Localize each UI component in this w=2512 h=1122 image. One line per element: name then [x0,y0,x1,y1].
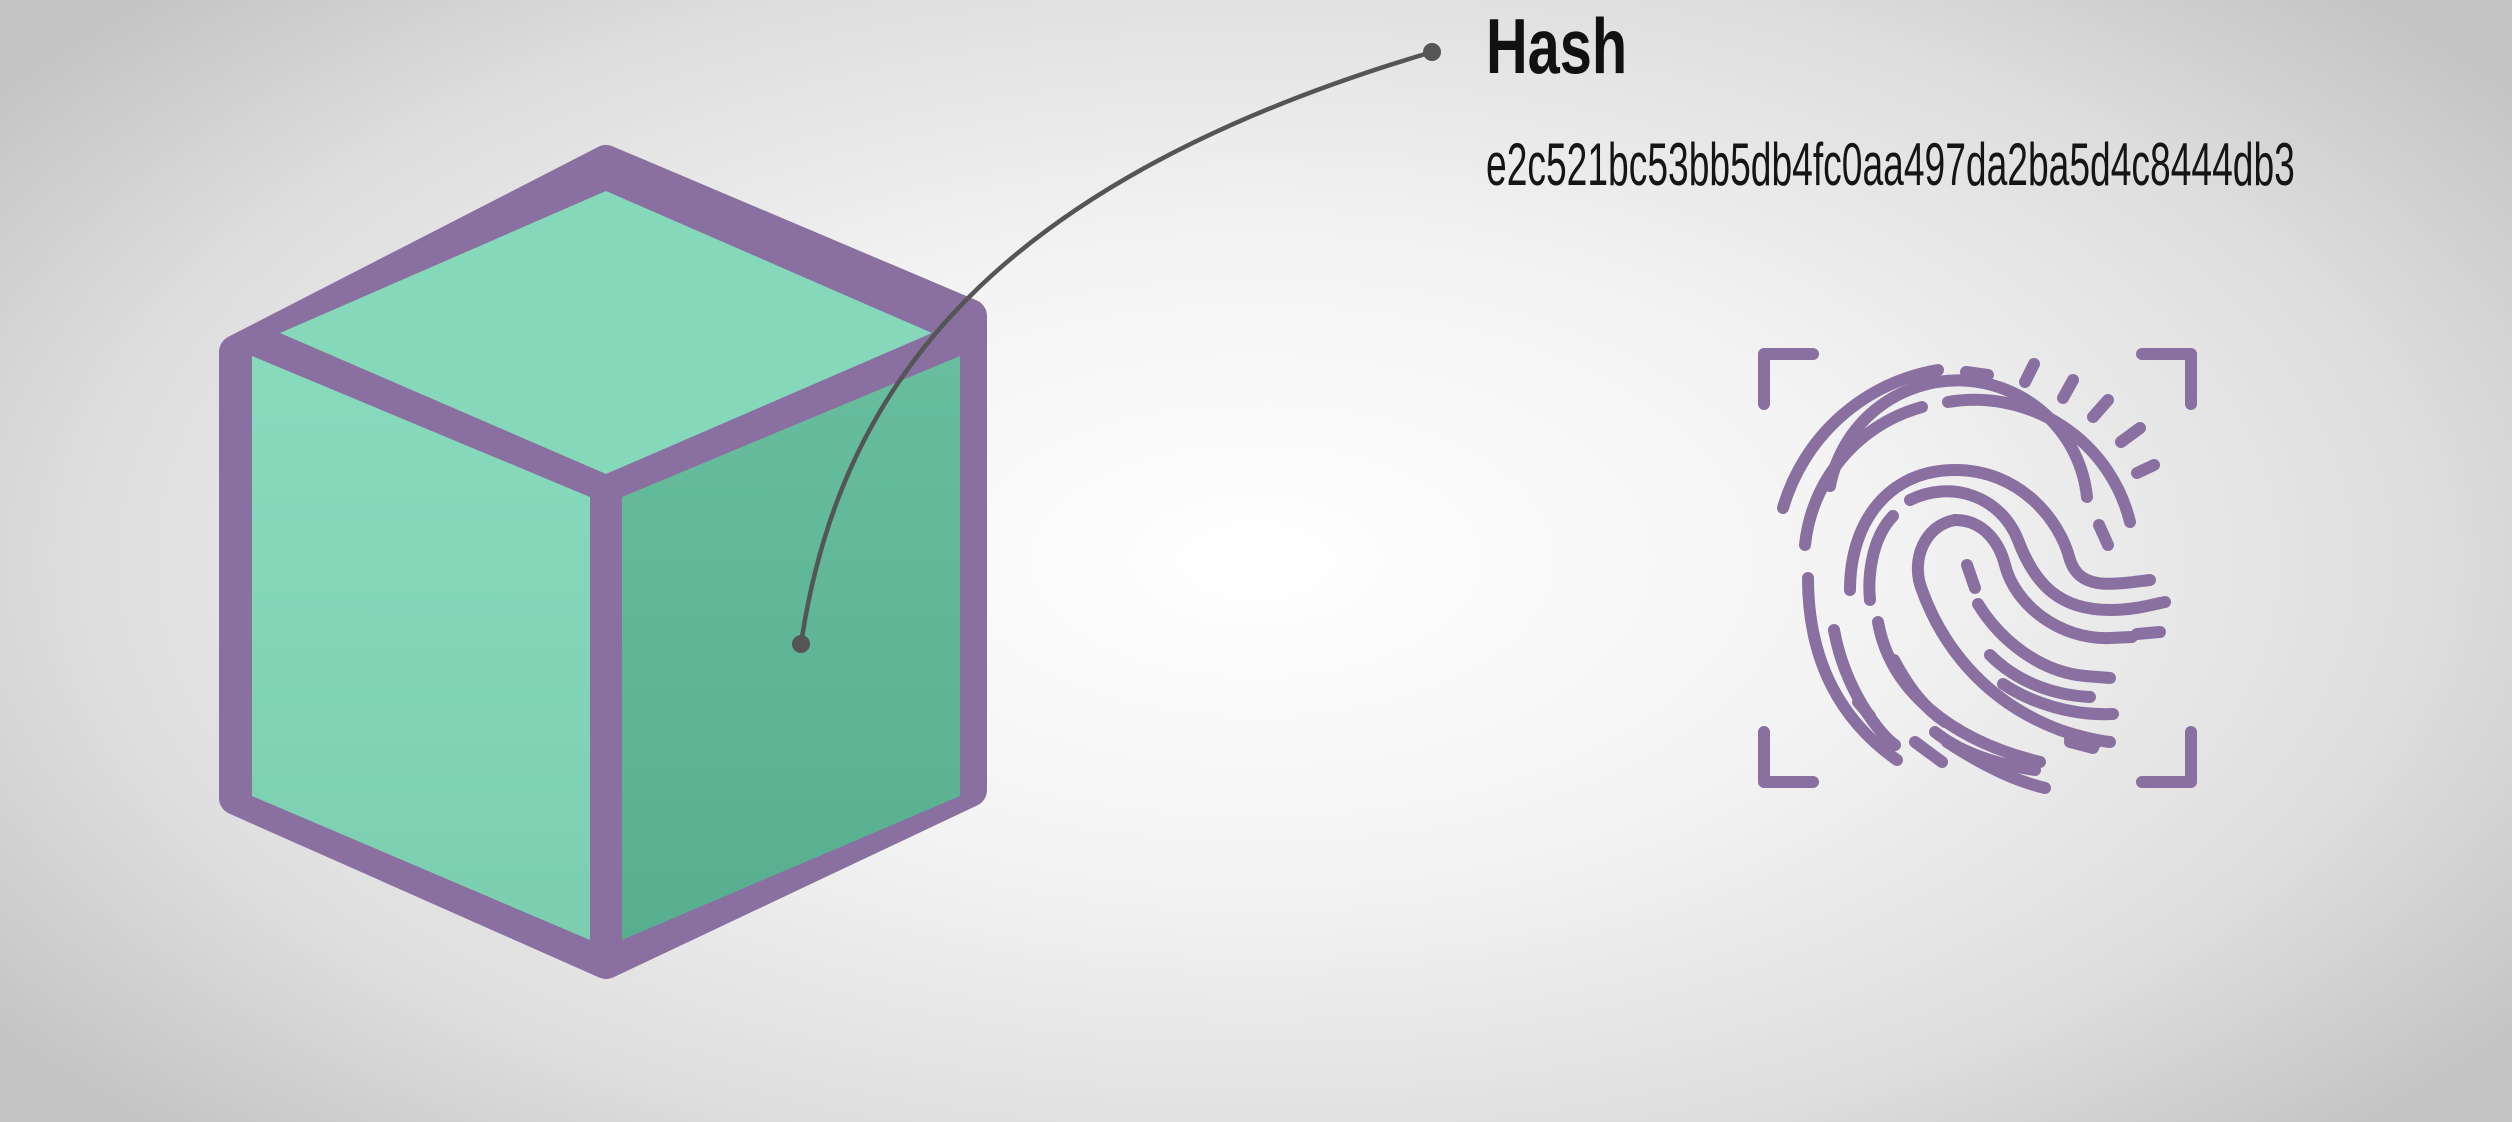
cube-icon [219,145,987,979]
hash-title: Hash [1486,2,1628,90]
cube-right-face [622,356,960,940]
hash-value: e2c521bc53bb5db4fc0aa497da2ba5d4c8444db3 [1486,131,2295,198]
connector-start-dot [792,635,810,653]
connector-end-dot [1423,43,1441,61]
connector-line [792,43,1441,653]
fingerprint-icon [1758,348,2197,794]
cube-top-face [280,191,932,474]
cube-left-face [252,356,590,940]
